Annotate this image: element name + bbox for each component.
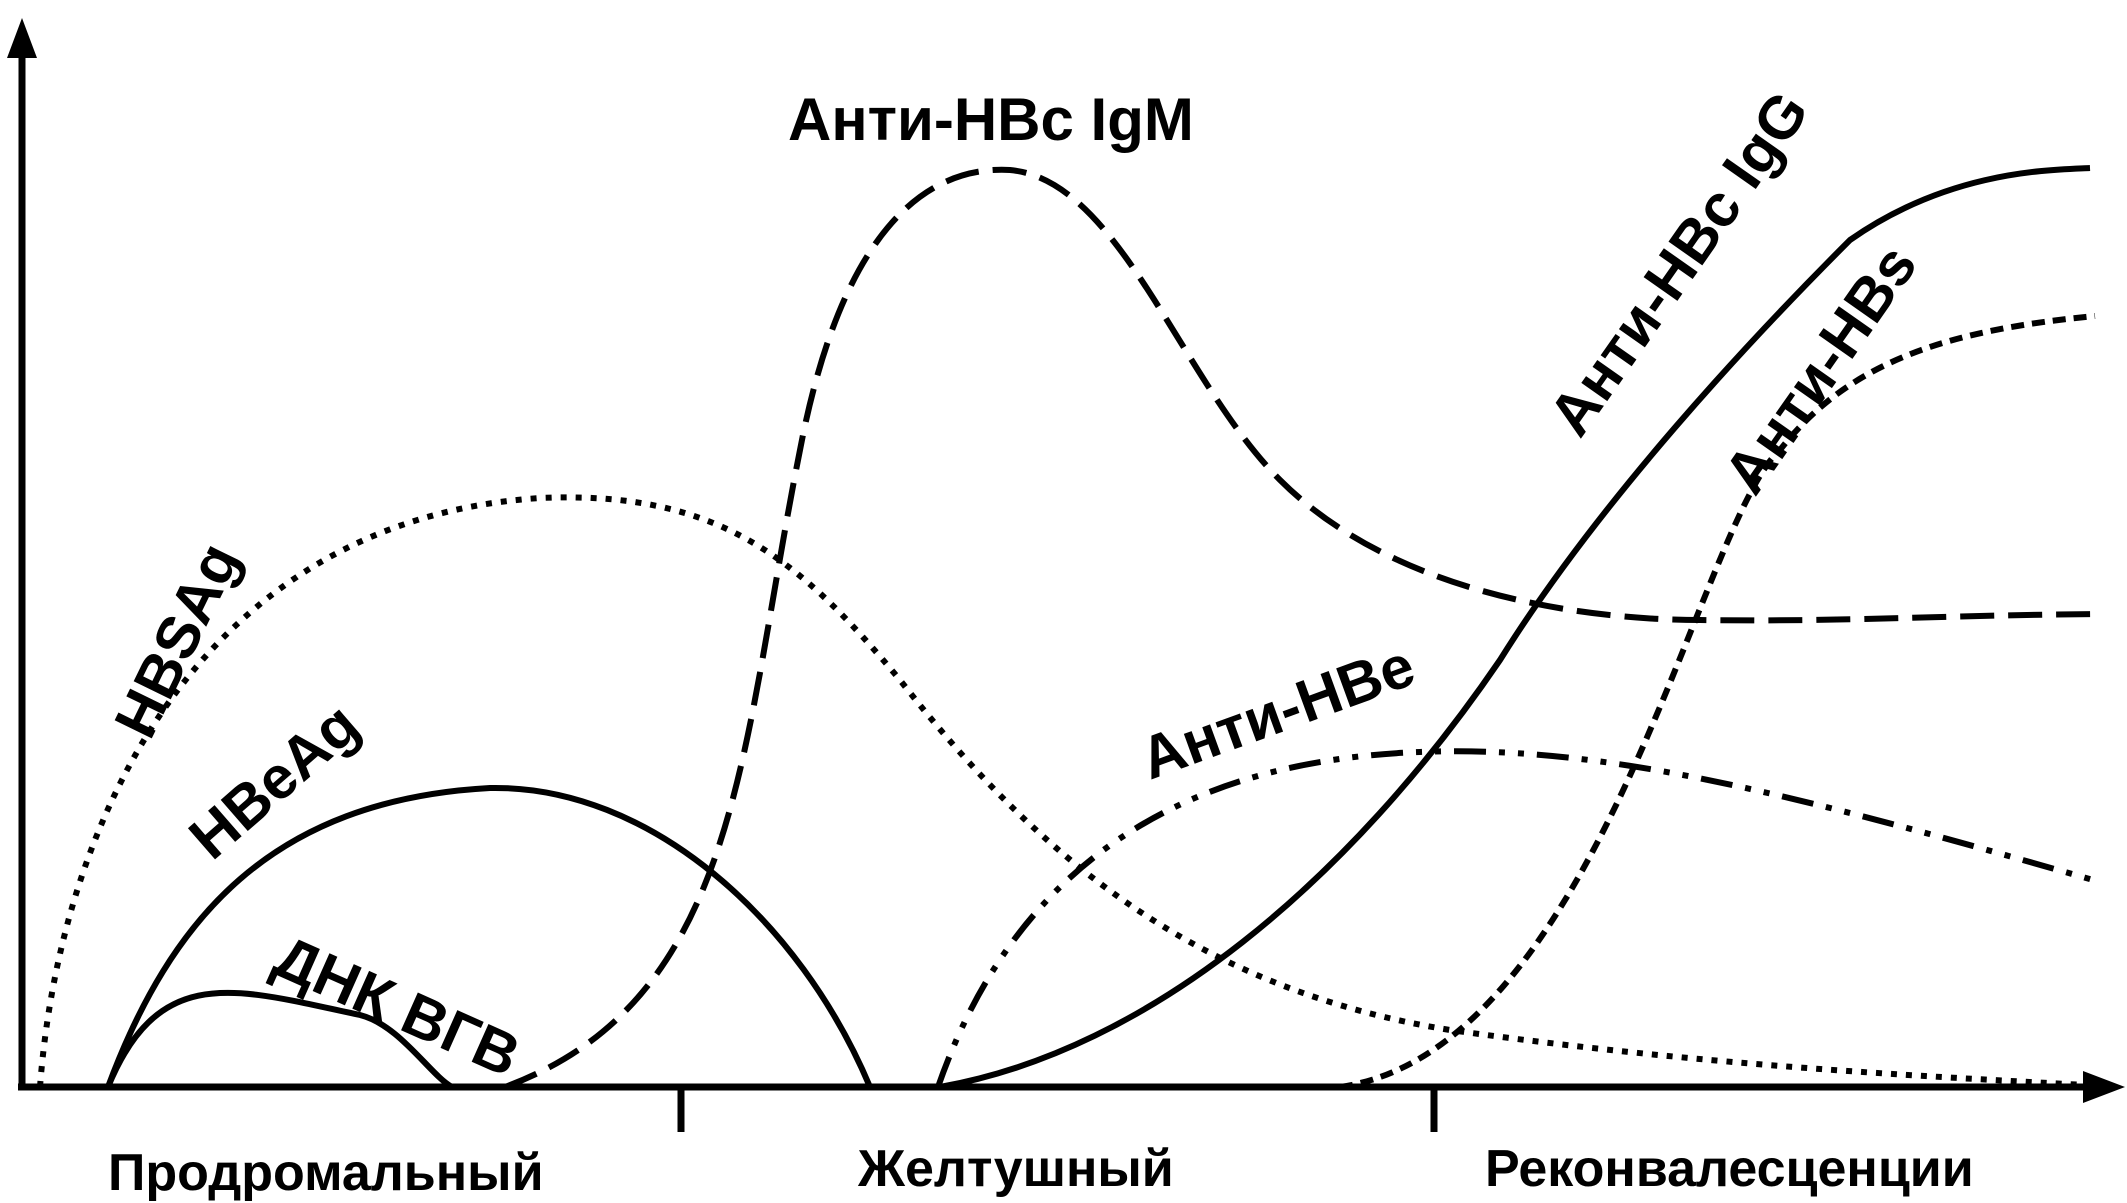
y-axis-arrow <box>7 18 37 58</box>
anti-hbs-curve <box>1339 313 2096 1090</box>
anti-hbc-igm-curve <box>503 166 2101 1090</box>
x-axis-arrow <box>2083 1071 2125 1103</box>
hbsag-label: HBSAg <box>101 533 252 748</box>
phase-label-icteric: Желтушный <box>857 1140 1174 1198</box>
dnk-vgv-curve <box>105 989 454 1090</box>
phase-label-prodromal: Продромальный <box>108 1144 544 1202</box>
hbeag-curve <box>105 784 873 1089</box>
anti-hbe-label: Анти-HBe <box>1132 631 1424 792</box>
hbeag-label: HBeAg <box>177 690 372 872</box>
anti-hbc-igg-curve <box>939 165 2091 1090</box>
hbsag-curve <box>37 494 2086 1088</box>
anti-hbc-igm-label: Анти-HBc IgM <box>788 86 1194 153</box>
phase-label-convalescence: Реконвалесценции <box>1485 1140 1974 1198</box>
anti-hbe-curve <box>935 748 2101 1088</box>
